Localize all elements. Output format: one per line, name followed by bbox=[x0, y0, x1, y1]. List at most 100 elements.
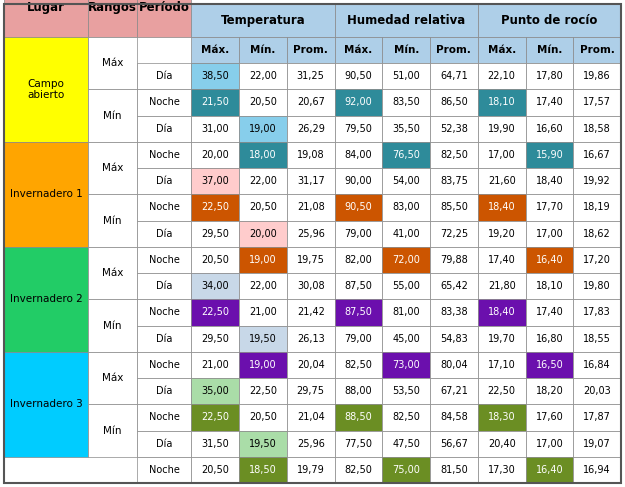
Bar bbox=[430, 142, 478, 168]
Bar bbox=[137, 221, 191, 247]
Bar bbox=[382, 325, 430, 352]
Bar bbox=[334, 457, 382, 483]
Bar bbox=[4, 352, 88, 457]
Text: 83,38: 83,38 bbox=[440, 307, 468, 318]
Text: Máx: Máx bbox=[102, 163, 123, 173]
Text: 90,00: 90,00 bbox=[344, 176, 372, 186]
Text: 21,04: 21,04 bbox=[297, 412, 324, 422]
Bar bbox=[334, 431, 382, 457]
Text: 18,40: 18,40 bbox=[488, 203, 516, 212]
Text: 29,75: 29,75 bbox=[297, 386, 325, 396]
Bar bbox=[287, 194, 334, 221]
Bar bbox=[478, 378, 526, 404]
Text: Prom.: Prom. bbox=[293, 45, 328, 55]
Bar bbox=[191, 273, 239, 300]
Text: Humedad relativa: Humedad relativa bbox=[347, 14, 466, 27]
Text: 20,50: 20,50 bbox=[201, 255, 229, 265]
Text: 30,08: 30,08 bbox=[297, 281, 324, 291]
Text: 82,50: 82,50 bbox=[344, 360, 372, 370]
Bar bbox=[239, 325, 287, 352]
Bar bbox=[573, 247, 621, 273]
Bar bbox=[88, 142, 137, 194]
Bar bbox=[137, 168, 191, 194]
Text: 82,50: 82,50 bbox=[344, 465, 372, 475]
Text: Noche: Noche bbox=[149, 150, 179, 160]
Text: 18,00: 18,00 bbox=[249, 150, 277, 160]
Bar bbox=[573, 142, 621, 168]
Text: 31,25: 31,25 bbox=[297, 71, 324, 81]
Text: 35,50: 35,50 bbox=[392, 124, 420, 133]
Text: 76,50: 76,50 bbox=[392, 150, 420, 160]
Text: 17,60: 17,60 bbox=[536, 412, 563, 422]
Text: 38,50: 38,50 bbox=[201, 71, 229, 81]
Bar bbox=[191, 247, 239, 273]
Bar bbox=[382, 247, 430, 273]
Bar bbox=[239, 352, 287, 378]
Text: 34,00: 34,00 bbox=[201, 281, 229, 291]
Text: Punto de rocío: Punto de rocío bbox=[501, 14, 598, 27]
Text: 79,00: 79,00 bbox=[344, 334, 372, 344]
Bar bbox=[573, 457, 621, 483]
Bar bbox=[137, 431, 191, 457]
Bar bbox=[573, 115, 621, 142]
Text: 77,50: 77,50 bbox=[344, 439, 372, 449]
Text: 20,67: 20,67 bbox=[297, 97, 324, 108]
Text: 90,50: 90,50 bbox=[344, 71, 372, 81]
Text: 81,00: 81,00 bbox=[392, 307, 420, 318]
Bar bbox=[287, 221, 334, 247]
Bar bbox=[334, 404, 382, 431]
Text: 16,80: 16,80 bbox=[536, 334, 563, 344]
Bar bbox=[88, 300, 137, 352]
Bar bbox=[573, 168, 621, 194]
Text: 83,75: 83,75 bbox=[440, 176, 468, 186]
Text: Mín.: Mín. bbox=[250, 45, 276, 55]
Bar bbox=[191, 63, 239, 89]
Bar bbox=[191, 221, 239, 247]
Bar bbox=[526, 63, 573, 89]
Bar bbox=[88, 247, 137, 300]
Bar bbox=[430, 352, 478, 378]
Text: 22,50: 22,50 bbox=[249, 386, 277, 396]
Text: Mín.: Mín. bbox=[537, 45, 562, 55]
Bar bbox=[287, 37, 334, 63]
Text: Mín.: Mín. bbox=[394, 45, 419, 55]
Text: 19,20: 19,20 bbox=[488, 229, 516, 239]
Bar bbox=[573, 352, 621, 378]
Text: Prom.: Prom. bbox=[436, 45, 471, 55]
Bar bbox=[239, 142, 287, 168]
Text: 92,00: 92,00 bbox=[344, 97, 372, 108]
Text: 16,40: 16,40 bbox=[536, 465, 563, 475]
Text: 84,58: 84,58 bbox=[440, 412, 468, 422]
Bar bbox=[382, 194, 430, 221]
Text: Día: Día bbox=[156, 281, 172, 291]
Text: 16,40: 16,40 bbox=[536, 255, 563, 265]
Bar bbox=[430, 221, 478, 247]
Text: 45,00: 45,00 bbox=[392, 334, 420, 344]
Bar bbox=[239, 378, 287, 404]
Bar bbox=[573, 89, 621, 115]
Text: 21,00: 21,00 bbox=[201, 360, 229, 370]
Bar bbox=[382, 378, 430, 404]
Text: 72,25: 72,25 bbox=[440, 229, 468, 239]
Bar bbox=[334, 352, 382, 378]
Bar bbox=[382, 142, 430, 168]
Bar bbox=[137, 63, 191, 89]
Text: 17,00: 17,00 bbox=[536, 439, 563, 449]
Bar bbox=[4, 142, 88, 247]
Bar bbox=[239, 300, 287, 325]
Bar bbox=[526, 37, 573, 63]
Bar bbox=[573, 194, 621, 221]
Bar bbox=[334, 378, 382, 404]
Bar bbox=[526, 378, 573, 404]
Bar bbox=[137, 457, 191, 483]
Bar bbox=[191, 404, 239, 431]
Bar bbox=[573, 300, 621, 325]
Text: 19,79: 19,79 bbox=[297, 465, 324, 475]
Bar bbox=[137, 404, 191, 431]
Bar bbox=[430, 378, 478, 404]
Text: 18,10: 18,10 bbox=[488, 97, 516, 108]
Text: 21,80: 21,80 bbox=[488, 281, 516, 291]
Bar bbox=[478, 431, 526, 457]
Text: Noche: Noche bbox=[149, 307, 179, 318]
Bar bbox=[137, 115, 191, 142]
